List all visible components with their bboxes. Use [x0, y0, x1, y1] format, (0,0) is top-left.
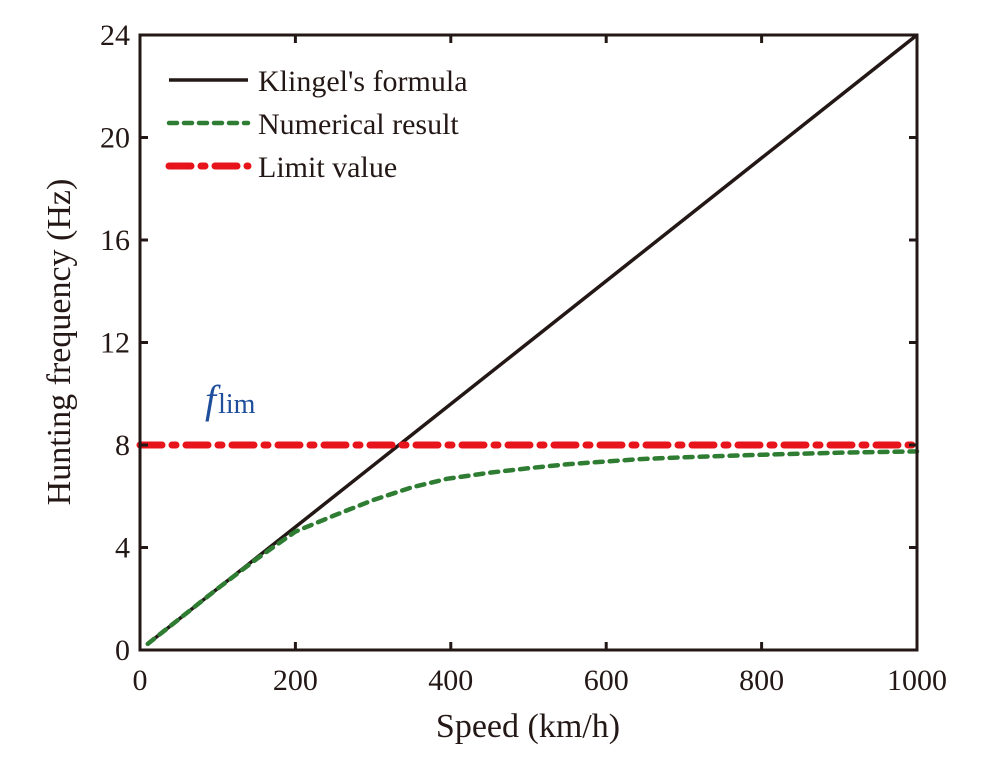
y-axis-label: Hunting frequency (Hz)	[41, 179, 78, 506]
y-tick-label: 12	[100, 327, 130, 360]
y-tick-label: 24	[100, 19, 130, 52]
y-tick-label: 20	[100, 122, 130, 155]
y-tick-label: 8	[115, 429, 130, 462]
legend-label-0: Klingel's formula	[258, 65, 468, 98]
annotation-sub: lim	[218, 389, 256, 420]
y-tick-label: 16	[100, 224, 130, 257]
series-line-1	[145, 449, 920, 647]
series-layer	[136, 33, 921, 647]
legend-label-1: Numerical result	[258, 108, 459, 141]
x-tick-label: 800	[739, 664, 784, 697]
x-tick-label: 0	[133, 664, 148, 697]
x-axis-label: Speed (km/h)	[436, 708, 620, 745]
legend: Klingel's formula Numerical result Limit v…	[165, 65, 468, 184]
ticks-layer: 0 200 400 600 800 1000 0 4 8 12 16 20 24	[100, 19, 947, 697]
y-tick-label: 0	[115, 634, 130, 667]
series-line-0	[146, 33, 919, 646]
y-tick-label: 4	[115, 532, 130, 565]
annotation-flim: flim	[205, 377, 256, 422]
x-tick-label: 1000	[887, 664, 947, 697]
x-tick-label: 200	[273, 664, 318, 697]
x-tick-label: 600	[584, 664, 629, 697]
legend-label-2: Limit value	[258, 151, 397, 184]
x-tick-label: 400	[428, 664, 473, 697]
